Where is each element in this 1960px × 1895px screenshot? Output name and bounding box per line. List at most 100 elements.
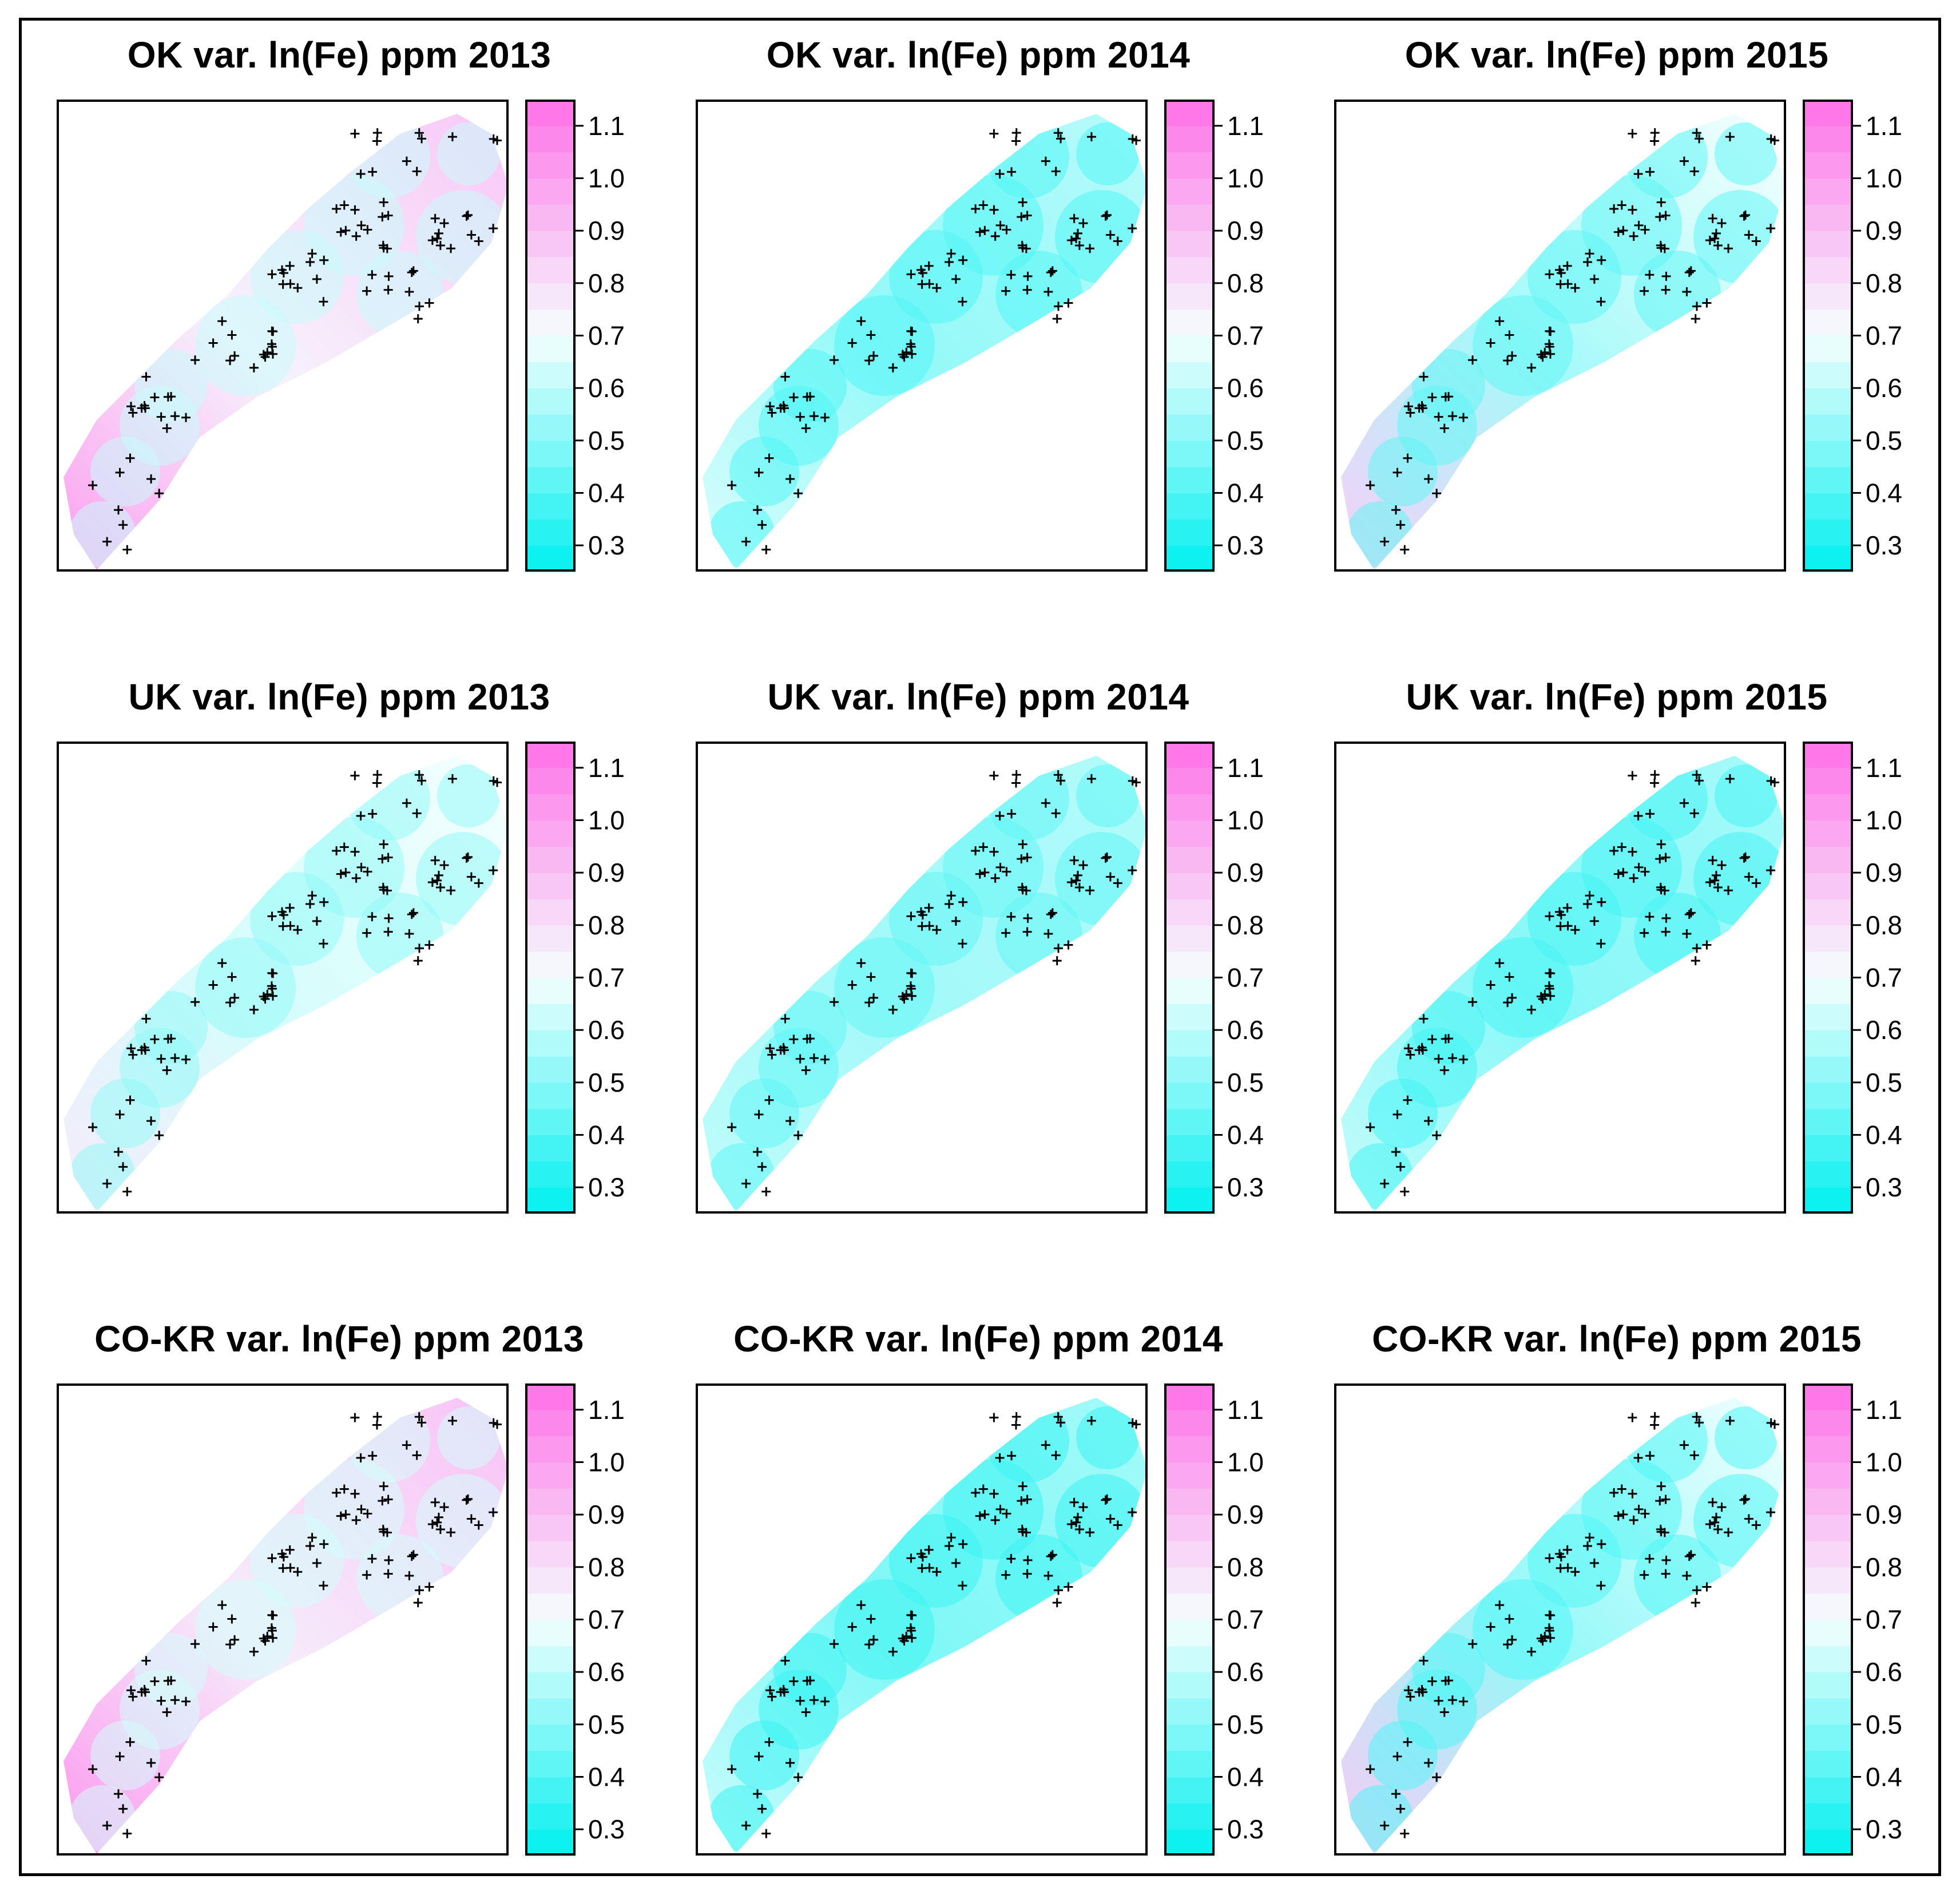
- sample-point: [285, 261, 295, 271]
- sample-point: [1086, 132, 1096, 142]
- colorbar-step: [1164, 100, 1215, 126]
- colorbar-step: [525, 493, 576, 520]
- sample-point: [1526, 1647, 1536, 1656]
- sample-point: [1682, 287, 1692, 296]
- sample-point: [1692, 770, 1701, 780]
- panel-title: OK var. ln(Fe) ppm 2014: [766, 34, 1191, 76]
- variance-map: [696, 1383, 1148, 1856]
- colorbar: 0.3 0.4 0.5 0.6 0.7 0.8 0.9 1.0 1.1: [525, 100, 625, 572]
- sample-point: [332, 204, 342, 214]
- sample-point: [1128, 1508, 1137, 1517]
- sample-point: [989, 129, 999, 138]
- sample-point: [1403, 453, 1413, 463]
- colorbar-step: [1803, 951, 1853, 978]
- colorbar-tick-label: 0.5: [1227, 426, 1264, 455]
- sample-point: [1507, 351, 1517, 360]
- sample-point: [434, 1512, 443, 1522]
- colorbar-step: [1164, 1030, 1215, 1057]
- sample-point: [1392, 1109, 1402, 1119]
- sample-point: [1751, 236, 1761, 246]
- sample-point: [847, 338, 857, 348]
- sample-point: [1495, 1600, 1505, 1610]
- sample-point: [492, 136, 502, 145]
- sample-point: [1597, 1539, 1606, 1549]
- sample-point: [1556, 921, 1565, 931]
- sample-point: [847, 1622, 857, 1632]
- colorbar-step: [1803, 1187, 1853, 1214]
- sample-points: [727, 1412, 1141, 1838]
- sample-point: [140, 401, 149, 410]
- colorbar-step: [1164, 742, 1215, 768]
- sample-point: [378, 212, 387, 222]
- colorbar: 0.3 0.4 0.5 0.6 0.7 0.8 0.9 1.0 1.1: [1164, 742, 1264, 1214]
- sample-points: [727, 128, 1141, 554]
- sample-point: [1689, 166, 1699, 176]
- sample-point: [1650, 770, 1660, 780]
- sample-point: [267, 1553, 277, 1563]
- sample-point: [1640, 1570, 1649, 1580]
- sample-point: [1661, 853, 1671, 862]
- map-border: [696, 100, 1148, 572]
- colorbar-step: [1803, 1082, 1853, 1109]
- sample-point: [1628, 205, 1637, 215]
- sample-point: [378, 854, 387, 864]
- sample-point: [958, 297, 967, 307]
- variance-halo: [1634, 251, 1721, 338]
- sample-point: [1113, 1520, 1122, 1530]
- sample-point: [980, 225, 990, 235]
- variance-halo: [995, 1535, 1082, 1622]
- sample-point: [856, 958, 866, 968]
- variance-halo: [356, 251, 443, 338]
- sample-point: [446, 886, 456, 895]
- sample-point: [102, 1821, 112, 1830]
- sample-point: [363, 225, 372, 235]
- colorbar-tick-label: 0.4: [1866, 1762, 1902, 1792]
- sample-point: [1503, 356, 1513, 366]
- sample-point: [356, 1453, 366, 1463]
- sample-point: [1691, 1598, 1700, 1608]
- colorbar-tick-label: 0.4: [1227, 1762, 1264, 1792]
- colorbar-step: [1803, 335, 1853, 362]
- colorbar-step: [1803, 1829, 1853, 1856]
- sample-point: [319, 297, 328, 307]
- sample-point: [368, 167, 378, 177]
- sample-point: [163, 1034, 173, 1044]
- sample-point: [1074, 1524, 1084, 1534]
- sample-point: [866, 1614, 876, 1624]
- colorbar-step: [1164, 1541, 1215, 1568]
- sample-point: [163, 1676, 173, 1686]
- sample-point: [433, 1517, 442, 1527]
- sample-point: [1048, 1550, 1057, 1560]
- sample-point: [975, 869, 985, 879]
- colorbar: 0.3 0.4 0.5 0.6 0.7 0.8 0.9 1.0 1.1: [1803, 1383, 1902, 1856]
- sample-point: [741, 1179, 751, 1188]
- colorbar-step: [1164, 152, 1215, 179]
- colorbar-tick-label: 0.9: [1227, 858, 1264, 887]
- sample-point: [780, 372, 790, 382]
- sample-point: [1689, 808, 1699, 818]
- variance-halo: [1076, 764, 1139, 827]
- sample-point: [809, 411, 819, 421]
- sample-point: [1064, 298, 1073, 308]
- sample-point: [809, 1695, 819, 1705]
- colorbar-tick-label: 0.3: [588, 530, 625, 560]
- sample-point: [1396, 520, 1406, 530]
- sample-point: [1366, 1123, 1375, 1132]
- colorbar-step: [525, 873, 576, 899]
- sample-point: [958, 1581, 967, 1591]
- variance-halo: [1473, 295, 1573, 396]
- sample-point: [463, 210, 473, 220]
- sample-point: [1656, 839, 1666, 849]
- colorbar: 0.3 0.4 0.5 0.6 0.7 0.8 0.9 1.0 1.1: [525, 742, 625, 1214]
- sample-point: [402, 798, 411, 808]
- sample-point: [1404, 1044, 1414, 1053]
- sample-point: [1053, 943, 1063, 953]
- colorbar-tick-label: 0.9: [1866, 216, 1902, 245]
- sample-point: [1503, 1640, 1513, 1650]
- sample-point: [312, 916, 322, 926]
- sample-point: [350, 1413, 360, 1422]
- sample-point: [141, 1014, 151, 1024]
- sample-point: [906, 342, 916, 351]
- sample-point: [362, 928, 372, 938]
- sample-point: [430, 1497, 440, 1507]
